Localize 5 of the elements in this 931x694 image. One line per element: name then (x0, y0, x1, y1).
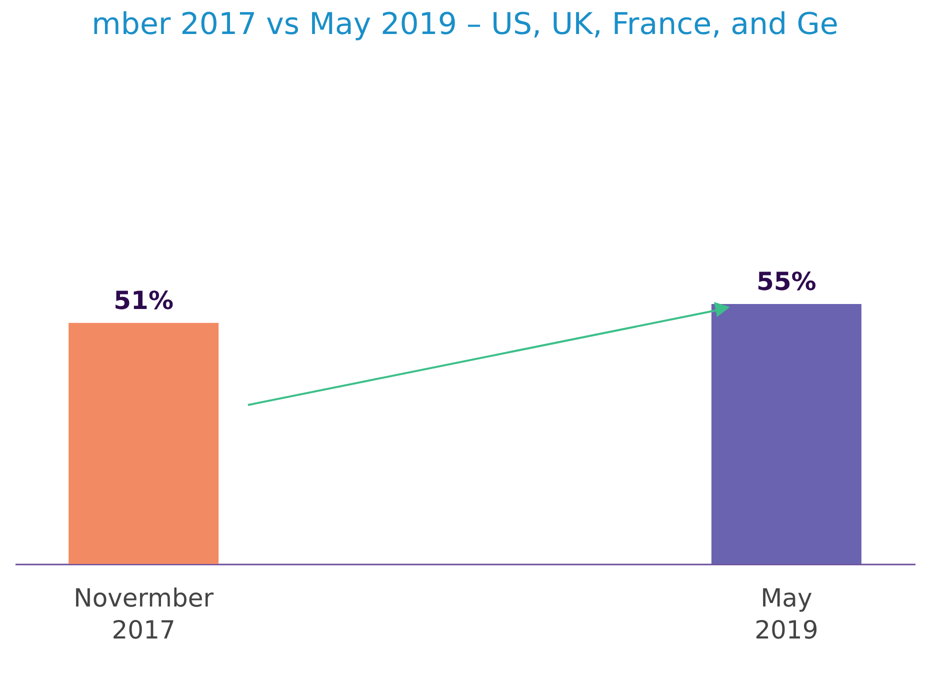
chart-title: mber 2017 vs May 2019 – US, UK, France, and Ge (92, 7, 838, 42)
data-label: 51% (114, 286, 174, 315)
x-tick-label: Novermber 2017 (74, 584, 214, 644)
x-tick-label: May 2019 (754, 584, 818, 644)
data-label: 55% (756, 267, 816, 296)
